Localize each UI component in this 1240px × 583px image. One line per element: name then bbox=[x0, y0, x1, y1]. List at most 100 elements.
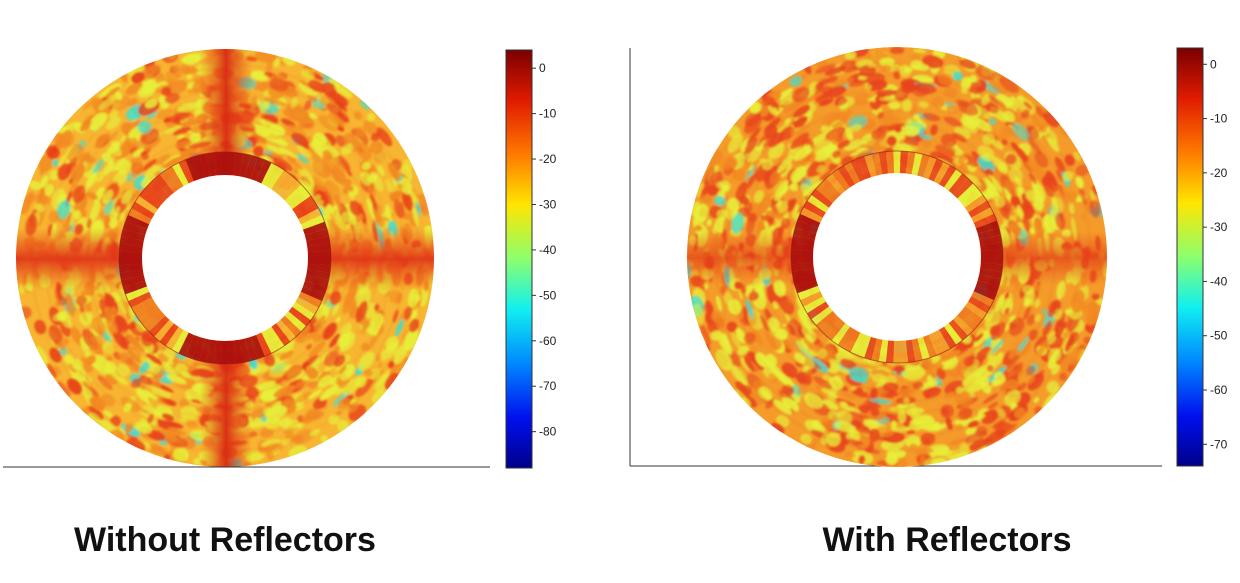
speckle-blob bbox=[342, 299, 352, 315]
inner-ring-segment bbox=[793, 227, 817, 240]
speckle-blob bbox=[46, 145, 60, 160]
speckle-blob bbox=[402, 191, 414, 211]
speckle-blob bbox=[359, 100, 371, 110]
inner-ring-segment bbox=[172, 162, 189, 187]
inner-ring-segment bbox=[250, 335, 265, 359]
speckle-blob bbox=[824, 66, 847, 76]
inner-ring-segment bbox=[797, 285, 821, 301]
speckle-blob bbox=[734, 389, 747, 403]
speckle-blob bbox=[290, 97, 299, 109]
inner-ring-segment bbox=[119, 263, 143, 273]
speckle-blob bbox=[326, 103, 344, 118]
speckle-blob bbox=[94, 132, 111, 149]
speckle-blob bbox=[844, 451, 856, 458]
speckle-blob bbox=[967, 420, 979, 429]
inner-ring-segment bbox=[292, 302, 315, 321]
speckle-blob bbox=[1010, 195, 1021, 206]
speckle-blob bbox=[355, 378, 373, 397]
inner-ring-segment bbox=[227, 152, 237, 176]
speckle-blob bbox=[355, 142, 372, 161]
inner-ring-segment bbox=[306, 269, 330, 280]
speckle-blob bbox=[361, 161, 372, 171]
speckle-blob bbox=[347, 402, 359, 413]
speckle-blob bbox=[836, 139, 851, 149]
inner-ring-segment bbox=[850, 332, 866, 356]
speckle-blob bbox=[997, 408, 1006, 419]
inner-ring-segment bbox=[306, 236, 330, 247]
speckle-blob bbox=[844, 50, 857, 60]
speckle-blob bbox=[831, 119, 848, 129]
speckle-blob bbox=[871, 128, 887, 141]
inner-ring-segment bbox=[939, 165, 957, 188]
speckle-blob bbox=[126, 97, 138, 107]
speckle-blob bbox=[780, 109, 798, 124]
speckle-blob bbox=[803, 392, 824, 409]
speckle-blob bbox=[185, 420, 199, 428]
speckle-blob bbox=[148, 424, 170, 434]
speckle-blob bbox=[168, 112, 190, 123]
inner-ring-segment bbox=[980, 262, 1003, 272]
speckle-blob bbox=[879, 57, 895, 67]
speckle-blob bbox=[273, 58, 280, 68]
speckle-blob bbox=[706, 219, 712, 227]
speckle-blob bbox=[809, 91, 824, 100]
speckle-blob bbox=[1091, 293, 1101, 301]
speckle-blob bbox=[912, 381, 924, 390]
inner-ring-segment bbox=[923, 156, 937, 180]
speckle-blob bbox=[265, 157, 274, 163]
inner-ring-segment bbox=[807, 194, 829, 213]
speckle-blob bbox=[796, 340, 813, 357]
inner-ring-segment bbox=[971, 207, 994, 223]
inner-ring-segment bbox=[213, 340, 223, 364]
speckle-blob bbox=[826, 75, 838, 83]
speckle-blob bbox=[762, 158, 774, 171]
speckle-blob bbox=[299, 116, 315, 130]
speckle-blob bbox=[732, 167, 746, 182]
speckle-blob bbox=[369, 367, 381, 380]
inner-ring-segment bbox=[206, 152, 217, 177]
speckle-blob bbox=[926, 375, 934, 387]
speckle-blob bbox=[105, 360, 117, 372]
colorbar-right-bar bbox=[1176, 47, 1204, 467]
speckle-blob bbox=[936, 367, 946, 380]
speckle-blob bbox=[356, 126, 367, 137]
speckle-blob bbox=[1042, 177, 1055, 198]
speckle-blob bbox=[317, 135, 332, 148]
speckle-blob bbox=[793, 169, 805, 184]
speckle-blob bbox=[264, 417, 282, 430]
inner-ring-segment bbox=[965, 301, 987, 320]
speckle-blob bbox=[102, 161, 115, 176]
speckle-blob bbox=[982, 132, 995, 146]
speckle-blob bbox=[100, 380, 111, 390]
speckle-blob bbox=[1064, 345, 1081, 366]
inner-ring-segment bbox=[256, 159, 272, 184]
speckle-blob bbox=[1031, 179, 1044, 202]
speckle-blob bbox=[848, 115, 868, 129]
inner-ring-segment bbox=[128, 208, 152, 225]
speckle-blob bbox=[958, 407, 973, 421]
inner-ring-segment bbox=[871, 338, 883, 362]
speckle-blob bbox=[763, 124, 778, 139]
speckle-blob bbox=[1005, 362, 1024, 381]
inner-ring-segment bbox=[864, 154, 877, 178]
inner-ring-segment bbox=[266, 326, 285, 350]
colorbar-tick-label: 0 bbox=[1210, 57, 1217, 71]
speckle-blob bbox=[935, 144, 956, 157]
speckle-blob bbox=[772, 177, 786, 196]
speckle-blob bbox=[102, 189, 114, 205]
colorbar-tick-label: -30 bbox=[539, 197, 557, 211]
inner-ring-segment bbox=[119, 250, 143, 258]
speckle-blob bbox=[44, 183, 55, 196]
speckle-blob bbox=[73, 209, 81, 220]
speckle-blob bbox=[1028, 329, 1038, 341]
inner-ring-segment bbox=[206, 339, 217, 364]
inner-ring-segment bbox=[980, 249, 1003, 257]
speckle-blob bbox=[832, 77, 855, 87]
inner-ring-segment bbox=[953, 178, 974, 199]
speckle-blob bbox=[772, 301, 779, 310]
speckle-blob bbox=[800, 433, 812, 445]
speckle-blob bbox=[71, 358, 83, 371]
speckle-blob bbox=[383, 210, 390, 219]
speckle-blob bbox=[337, 155, 351, 171]
